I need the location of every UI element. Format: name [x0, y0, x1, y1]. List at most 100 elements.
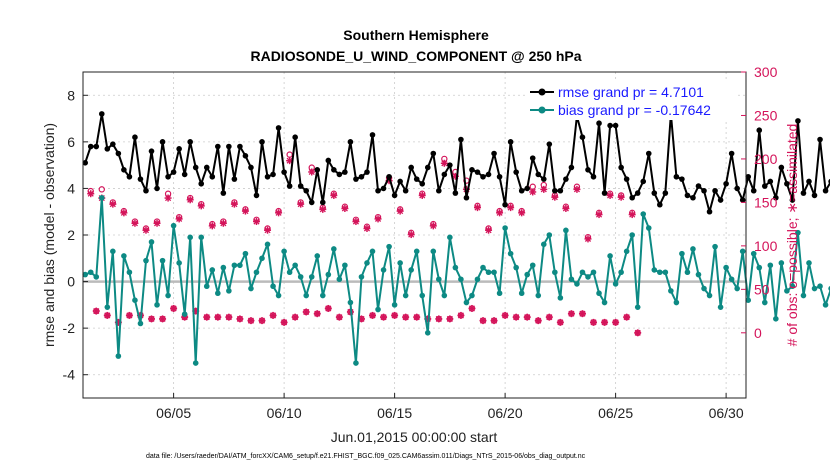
asterisk-stroke — [159, 315, 166, 322]
y2-axis-ticks: 0 50 100 150 200 250 300 — [741, 64, 778, 341]
series-point-1 — [485, 269, 492, 276]
series-point-1 — [98, 194, 105, 201]
series-point-0 — [98, 111, 105, 117]
series-point-0 — [623, 176, 630, 182]
asterisk-stroke — [623, 314, 630, 321]
series-point-0 — [402, 187, 409, 194]
x-tick-label: 06/25 — [598, 405, 633, 421]
obs-assimilated-marker — [341, 204, 349, 212]
series-point-0 — [452, 190, 459, 196]
asterisk-stroke — [292, 314, 299, 321]
obs-assimilated-marker — [92, 307, 100, 315]
series-point-0 — [297, 183, 304, 189]
asterisk-stroke — [573, 186, 580, 193]
series-point-1 — [110, 248, 116, 255]
series-point-0 — [701, 187, 707, 194]
series-point-0 — [480, 173, 486, 180]
x-tick-label: 06/10 — [267, 405, 302, 421]
asterisk-stroke — [491, 317, 498, 324]
asterisk-stroke — [402, 314, 409, 321]
series-point-0 — [391, 192, 398, 199]
series-point-1 — [800, 292, 807, 299]
series-point-1 — [502, 225, 508, 231]
series-point-0 — [380, 185, 387, 192]
series-point-0 — [745, 173, 752, 180]
series-point-0 — [784, 180, 790, 187]
series-point-1 — [126, 269, 133, 276]
obs-assimilated-marker — [225, 313, 233, 321]
series-point-1 — [690, 246, 696, 252]
series-point-1 — [93, 274, 100, 280]
series-point-1 — [170, 222, 177, 229]
series-point-1 — [375, 306, 381, 313]
series-point-1 — [568, 276, 575, 283]
series-point-1 — [651, 267, 658, 273]
asterisk-stroke — [126, 312, 133, 319]
series-point-1 — [529, 262, 536, 269]
asterisk-stroke — [535, 317, 542, 324]
obs-assimilated-marker — [214, 313, 222, 321]
series-point-0 — [126, 173, 133, 180]
series-point-1 — [336, 276, 343, 283]
series-point-0 — [817, 136, 823, 143]
asterisk-stroke — [120, 209, 127, 216]
asterisk-stroke — [131, 220, 138, 227]
obs-assimilated-marker — [595, 211, 603, 219]
series-point-0 — [535, 171, 542, 178]
y-tick-label: 6 — [67, 134, 75, 150]
series-point-1 — [739, 248, 746, 255]
series-point-1 — [673, 299, 680, 306]
series-point-1 — [789, 283, 796, 290]
series-point-0 — [104, 146, 111, 152]
series-point-0 — [684, 192, 691, 199]
series-point-0 — [806, 178, 812, 185]
series-point-0 — [242, 153, 249, 159]
asterisk-stroke — [153, 220, 161, 227]
series-point-0 — [325, 157, 332, 164]
series-point-0 — [93, 143, 100, 150]
obs-assimilated-marker — [302, 308, 310, 316]
y2-tick-label: 0 — [754, 325, 762, 341]
series-point-0 — [695, 183, 702, 189]
series-point-1 — [121, 253, 127, 259]
series-point-0 — [132, 134, 138, 140]
obs-assimilated-marker — [291, 313, 299, 321]
series-point-0 — [789, 197, 796, 203]
series-point-0 — [463, 194, 470, 201]
asterisk-stroke — [247, 317, 255, 324]
series-point-1 — [137, 320, 144, 327]
series-point-1 — [402, 292, 409, 299]
asterisk-stroke — [363, 225, 371, 232]
series-point-0 — [292, 134, 298, 140]
series-point-0 — [165, 173, 171, 180]
series-point-1 — [220, 264, 227, 271]
series-point-0 — [148, 148, 155, 154]
series-point-1 — [684, 269, 691, 276]
asterisk-stroke — [513, 314, 520, 321]
series-point-0 — [159, 139, 166, 145]
x-axis-ticks: 06/05 06/10 06/15 06/20 06/25 06/30 — [156, 393, 744, 421]
obs-assimilated-marker — [230, 200, 238, 208]
obs-assimilated-marker — [131, 219, 139, 227]
obs-assimilated-marker — [612, 318, 620, 326]
series-point-0 — [209, 173, 216, 180]
series-point-1 — [463, 299, 470, 306]
asterisk-stroke — [297, 201, 304, 208]
series-point-1 — [518, 290, 525, 297]
series-point-1 — [491, 269, 497, 276]
series-point-0 — [447, 162, 453, 168]
series-point-1 — [579, 269, 586, 276]
series-point-1 — [629, 232, 635, 238]
series-point-1 — [270, 283, 276, 290]
obs-assimilated-marker — [241, 207, 249, 215]
asterisk-stroke — [358, 315, 365, 322]
obs-assimilated-marker — [562, 204, 570, 212]
obs-assimilated-marker — [529, 188, 537, 196]
series-point-0 — [540, 176, 547, 182]
y-tick-label: -4 — [63, 367, 76, 383]
obs-assimilated-marker — [148, 315, 156, 323]
series-point-1 — [745, 297, 752, 304]
asterisk-stroke — [314, 310, 321, 317]
series-point-0 — [723, 180, 729, 187]
